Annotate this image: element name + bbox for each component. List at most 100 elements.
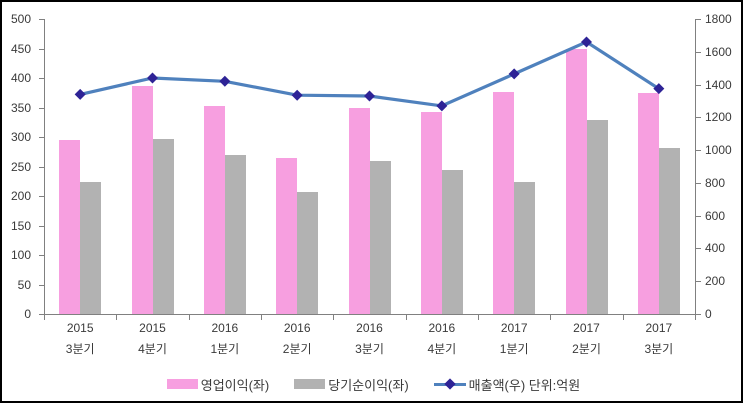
revenue-marker (147, 72, 158, 84)
y-axis-right-tick (696, 182, 701, 184)
net-profit-bar (658, 147, 680, 314)
y-axis-right-label: 1400 (705, 77, 732, 92)
category-quarter: 1분기 (210, 342, 240, 356)
net-profit-bar (441, 170, 463, 314)
revenue-marker (436, 100, 448, 112)
y-axis-right-label: 800 (705, 175, 726, 190)
legend-item-net-profit: 당기순이익(좌) (294, 375, 409, 394)
net-profit-bar (514, 181, 536, 314)
x-axis-line (44, 314, 696, 315)
x-axis-category-label: 2017 1분기 (478, 318, 550, 360)
operating-profit-bar (565, 48, 587, 314)
category-quarter: 1분기 (499, 342, 529, 356)
x-axis-tick (623, 315, 624, 320)
y-axis-left-label: 150 (10, 218, 31, 233)
net-profit-bar (369, 161, 391, 314)
category-quarter: 4분기 (138, 342, 167, 356)
category-year: 2015 (139, 321, 166, 335)
category-quarter: 3분기 (65, 342, 95, 356)
y-axis-left-label: 0 (24, 307, 31, 321)
operating-profit-bar (203, 105, 225, 314)
y-axis-left-tick (39, 196, 44, 197)
x-axis-category-label: 2016 2분기 (261, 318, 333, 360)
y-axis-left-label: 300 (10, 130, 31, 144)
y-axis-left-tick (39, 78, 44, 79)
revenue-marker (364, 90, 375, 102)
y-axis-right-tick (696, 19, 701, 20)
legend-swatch-net-profit (294, 379, 326, 389)
legend-line-swatch-revenue (433, 378, 466, 390)
y-axis-left-tick (39, 255, 44, 256)
y-axis-right-tick (696, 248, 701, 250)
y-axis-right-label: 600 (705, 208, 726, 223)
y-axis-left-tick (39, 48, 44, 50)
y-axis-left-label: 100 (10, 248, 31, 262)
revenue-marker (74, 88, 86, 100)
chart-legend: 영업이익(좌) 당기순이익(좌) 매출액(우) 단위:억원 (2, 372, 741, 396)
y-axis-left-tick (39, 19, 44, 20)
revenue-marker (219, 75, 231, 87)
legend-label-operating-profit: 영업이익(좌) (200, 377, 270, 393)
category-quarter: 3분기 (644, 342, 674, 356)
net-profit-bar (152, 139, 174, 314)
category-quarter: 2분기 (572, 342, 601, 356)
category-year: 2016 (356, 321, 383, 335)
revenue-marker (581, 36, 592, 48)
net-profit-bar (586, 120, 608, 314)
y-axis-right-label: 1200 (705, 110, 732, 125)
legend-swatch-operating-profit (166, 379, 198, 389)
category-year: 2016 (211, 321, 239, 335)
net-profit-bar (224, 155, 246, 314)
operating-profit-bar (59, 139, 81, 314)
x-axis-tick (333, 315, 334, 320)
operating-profit-bar (131, 86, 153, 314)
category-year: 2016 (428, 321, 456, 335)
legend-item-revenue: 매출액(우) 단위:억원 (433, 375, 581, 394)
legend-label-revenue: 매출액(우) 단위:억원 (468, 377, 581, 393)
category-year: 2017 (500, 321, 528, 335)
y-axis-right-tick (696, 215, 701, 217)
x-axis-tick (478, 315, 479, 320)
y-axis-left-label: 200 (10, 189, 31, 203)
revenue-marker (508, 68, 520, 80)
y-axis-right-tick (696, 150, 701, 152)
x-axis-tick (261, 315, 262, 320)
legend-label-net-profit: 당기순이익(좌) (328, 377, 409, 393)
x-axis-tick (116, 315, 117, 320)
y-axis-left-tick (39, 225, 44, 227)
y-axis-right-tick (696, 281, 701, 283)
operating-profit-bar (348, 107, 370, 314)
x-axis-category-label: 2016 1분기 (189, 318, 261, 360)
y-axis-right-line (695, 19, 696, 315)
net-profit-bar (80, 181, 102, 314)
category-quarter: 2분기 (282, 342, 312, 356)
x-axis-category-label: 2015 4분기 (116, 318, 188, 360)
net-profit-bar (297, 191, 319, 314)
operating-profit-bar (420, 111, 442, 314)
y-axis-right-label: 200 (705, 274, 726, 289)
x-axis-category-label: 2016 3분기 (333, 318, 405, 360)
y-axis-left-tick (39, 166, 44, 168)
y-axis-right-label: 1600 (705, 44, 732, 59)
y-axis-left-line (44, 19, 45, 315)
category-year: 2017 (645, 321, 673, 335)
x-axis-tick (44, 315, 45, 320)
y-axis-left-tick (39, 314, 44, 315)
x-axis-tick (406, 315, 407, 320)
legend-item-operating-profit: 영업이익(좌) (166, 375, 270, 394)
y-axis-right-tick (696, 314, 701, 315)
y-axis-left-label: 450 (10, 41, 31, 56)
category-year: 2017 (573, 321, 600, 335)
y-axis-right-label: 0 (705, 307, 712, 321)
category-quarter: 4분기 (427, 342, 457, 356)
y-axis-right-tick (696, 51, 701, 53)
operating-profit-bar (493, 92, 515, 314)
category-year: 2016 (283, 321, 311, 335)
y-axis-right-label: 1800 (705, 12, 732, 26)
y-axis-left-tick (39, 137, 44, 138)
y-axis-left-tick (39, 107, 44, 109)
y-axis-right-label: 1000 (705, 143, 732, 158)
operating-profit-bar (637, 93, 659, 314)
